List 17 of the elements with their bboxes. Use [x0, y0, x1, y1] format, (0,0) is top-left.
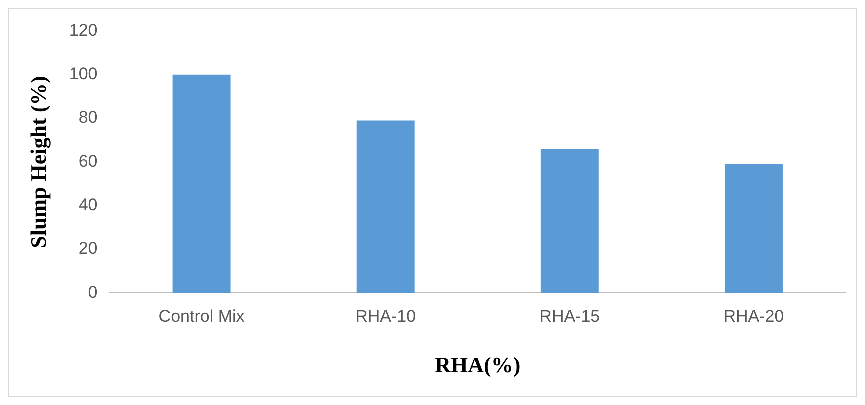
x-tick-label: RHA-15	[540, 307, 600, 326]
x-axis-title: RHA(%)	[435, 352, 521, 378]
bar	[356, 120, 415, 294]
x-tick-label: RHA-20	[724, 307, 784, 326]
y-tick-label: 100	[69, 64, 98, 84]
y-tick-label: 60	[78, 152, 98, 171]
y-tick-label: 0	[88, 282, 98, 302]
y-tick-label: 20	[78, 239, 98, 258]
y-tick-label: 40	[78, 196, 98, 215]
bar	[540, 149, 599, 294]
x-tick-label: Control Mix	[158, 307, 246, 326]
bar	[172, 74, 231, 294]
y-tick-label: 120	[69, 20, 98, 40]
bar	[724, 164, 783, 294]
y-tick-label: 80	[78, 108, 98, 128]
x-tick-label: RHA-10	[356, 307, 416, 326]
y-axis-title: Slump Height (%)	[26, 76, 51, 248]
